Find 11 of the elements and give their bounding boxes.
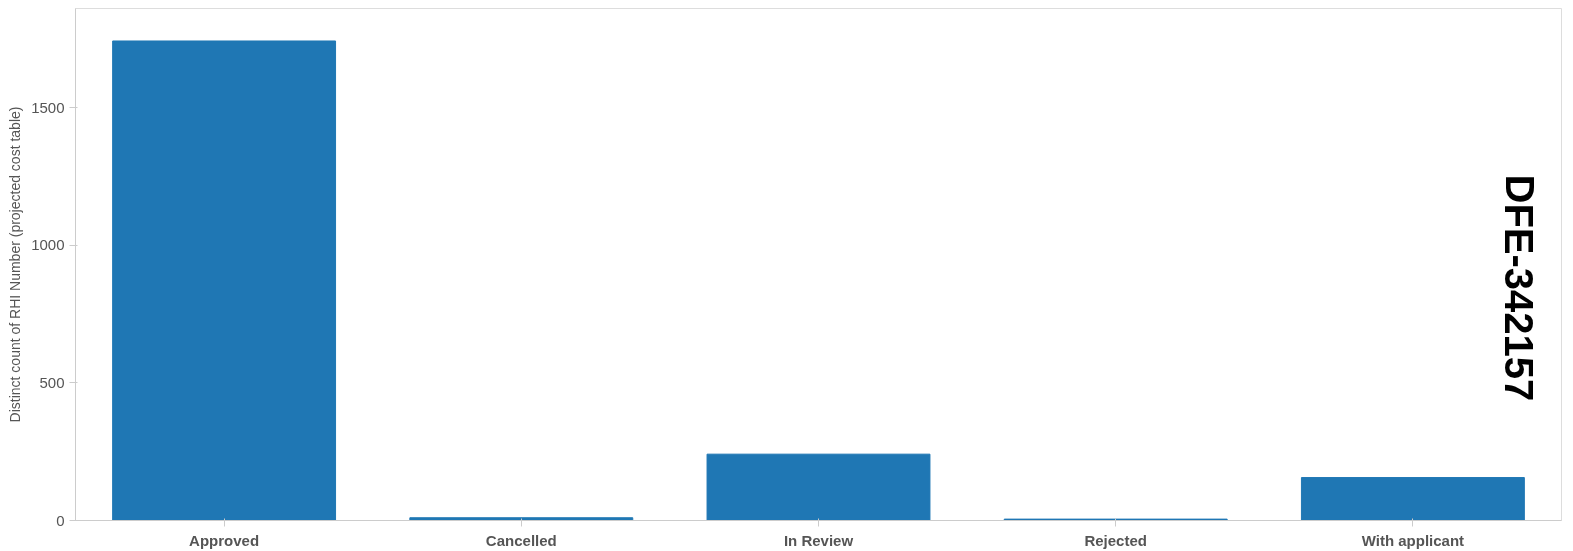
x-tick-label: Cancelled [485,531,557,549]
y-tick-label: 500 [39,373,65,391]
annotation: DFE-342157 [1497,174,1542,402]
y-tick-label: 1000 [31,236,65,254]
x-tick-label: In Review [783,531,854,549]
y-tick-label: 0 [56,511,65,529]
x-tick-label: With applicant [1361,531,1465,549]
y-axis-title: Distinct count of RHI Number (projected cost table) [7,106,24,423]
x-tick-label: Approved [189,531,260,549]
x-tick-label: Rejected [1084,531,1147,549]
y-tick-label: 1500 [31,98,65,116]
